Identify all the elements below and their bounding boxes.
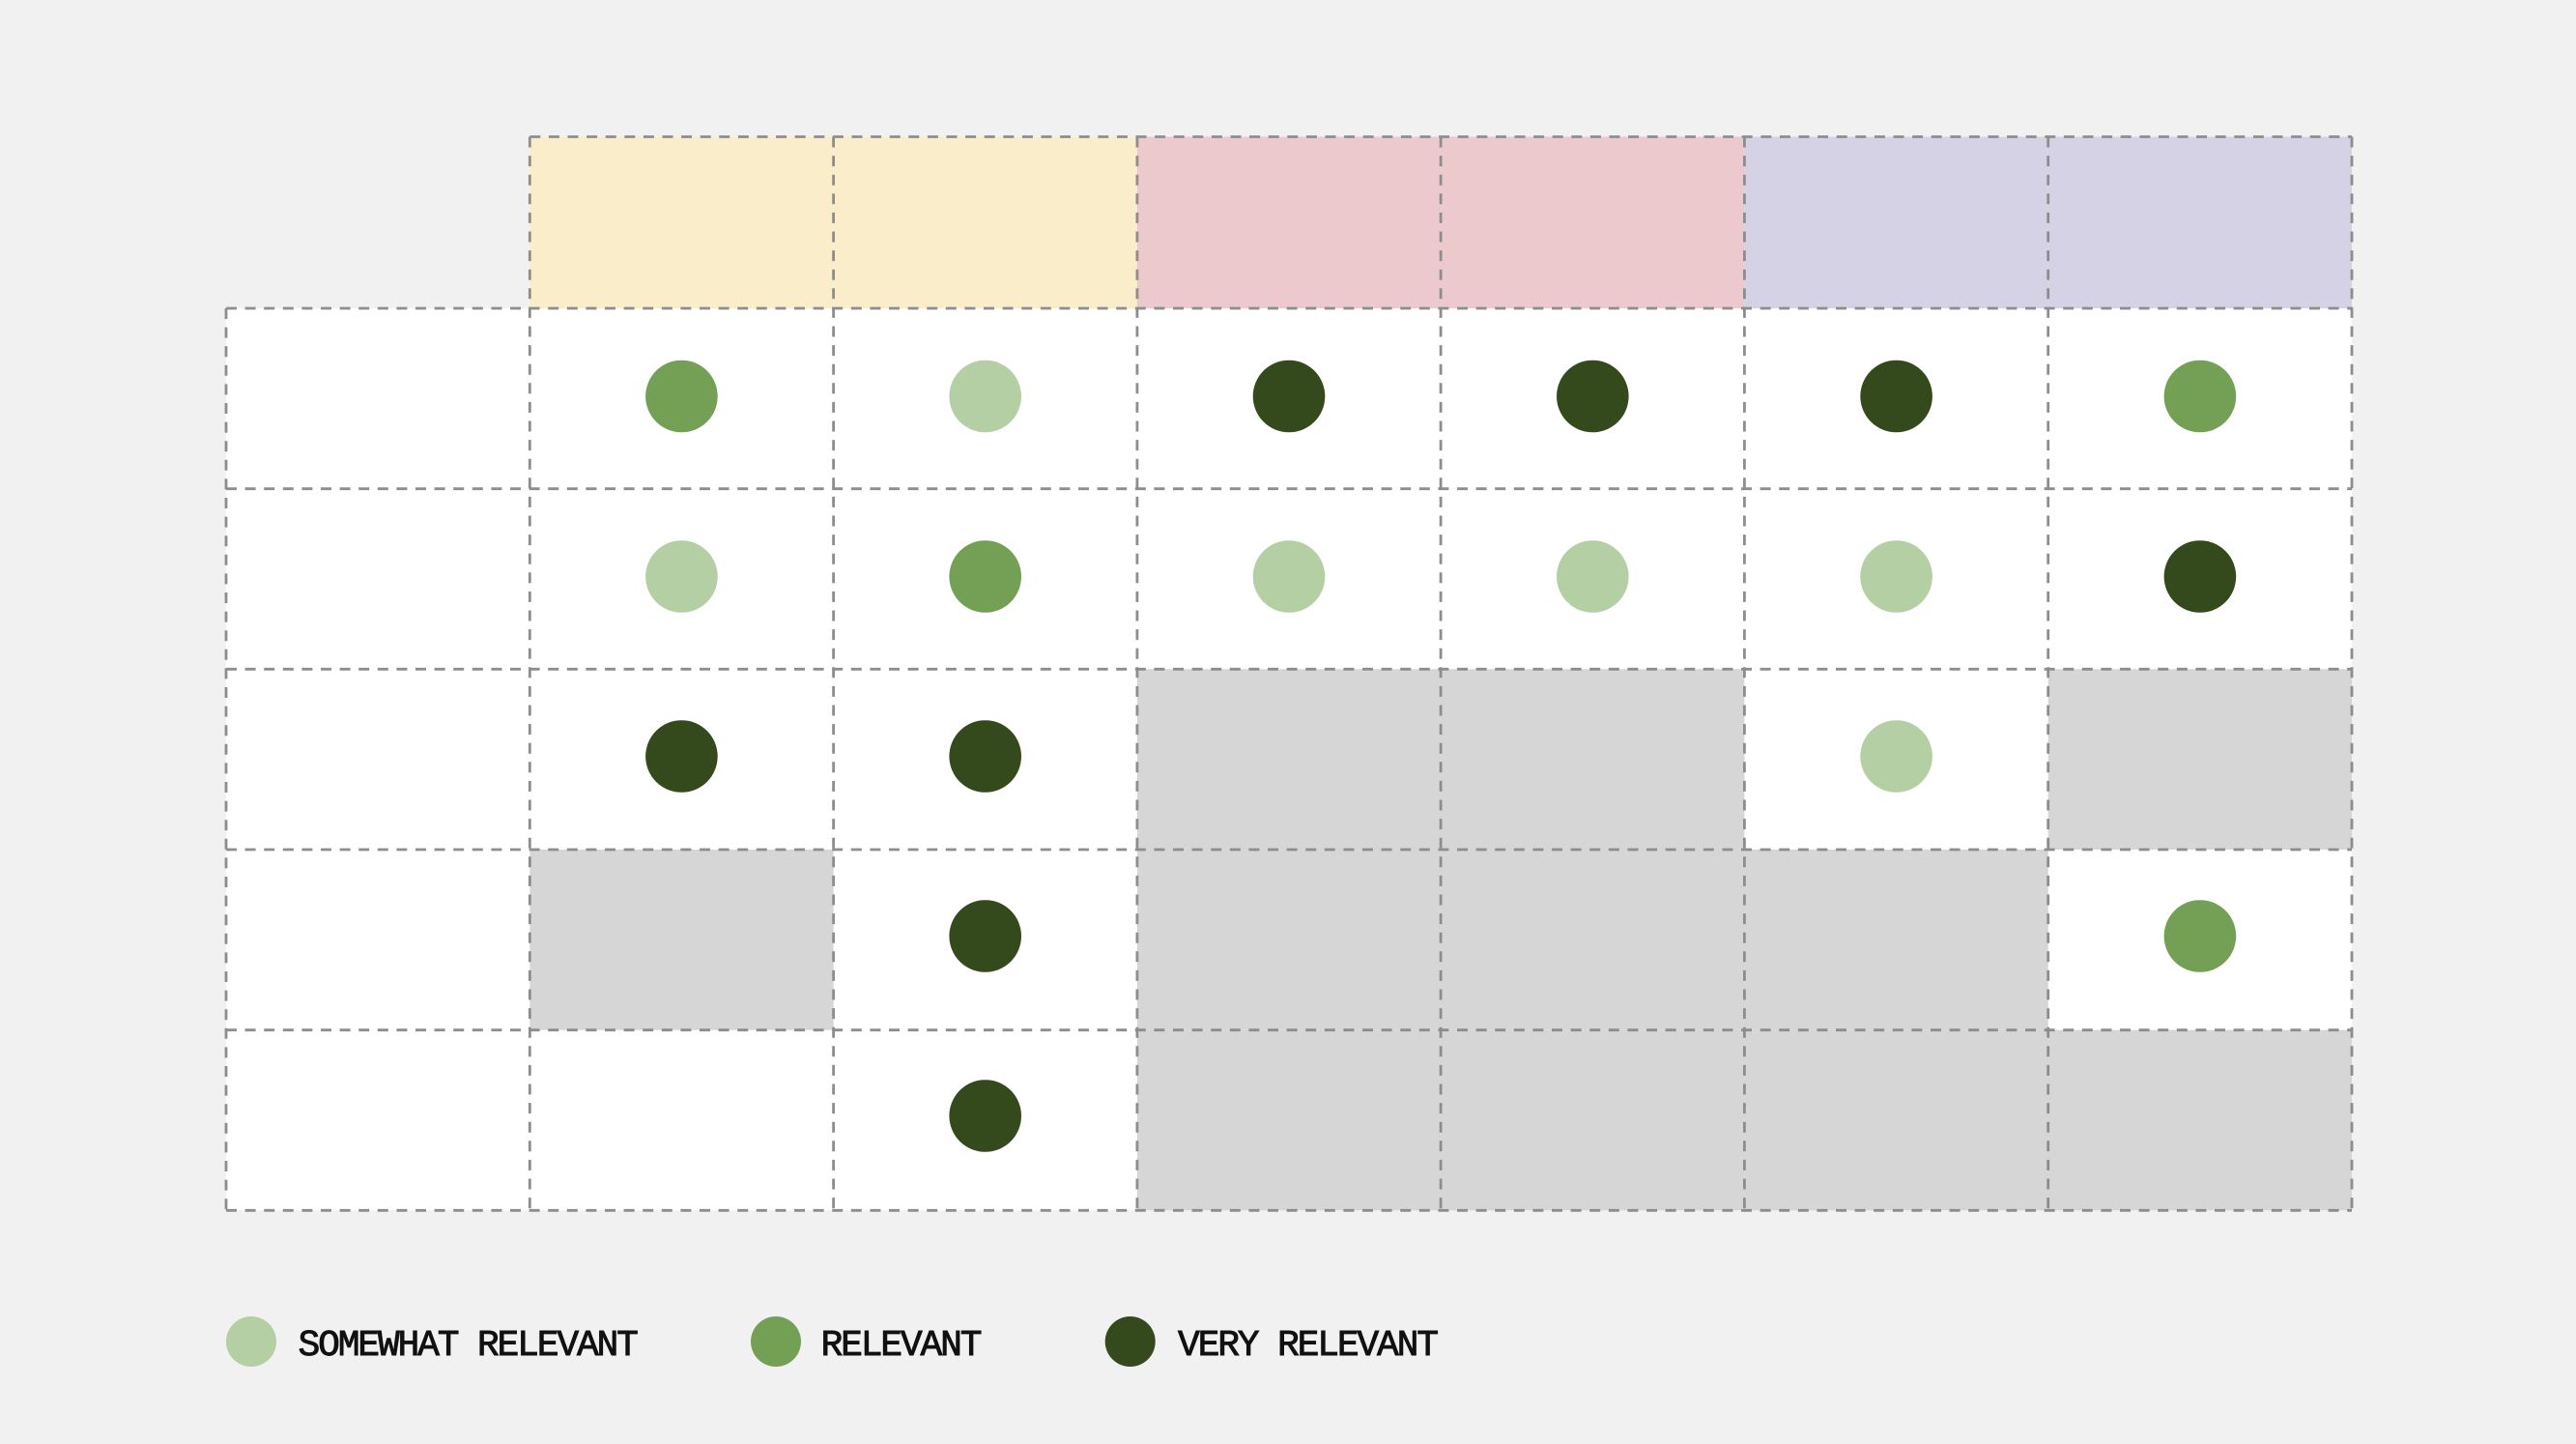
svg-text:VERY RELEVANT: VERY RELEVANT: [1178, 1325, 1438, 1367]
svg-text:RELEVANT: RELEVANT: [821, 1325, 982, 1367]
svg-text:SOMEWHAT RELEVANT: SOMEWHAT RELEVANT: [299, 1325, 639, 1367]
